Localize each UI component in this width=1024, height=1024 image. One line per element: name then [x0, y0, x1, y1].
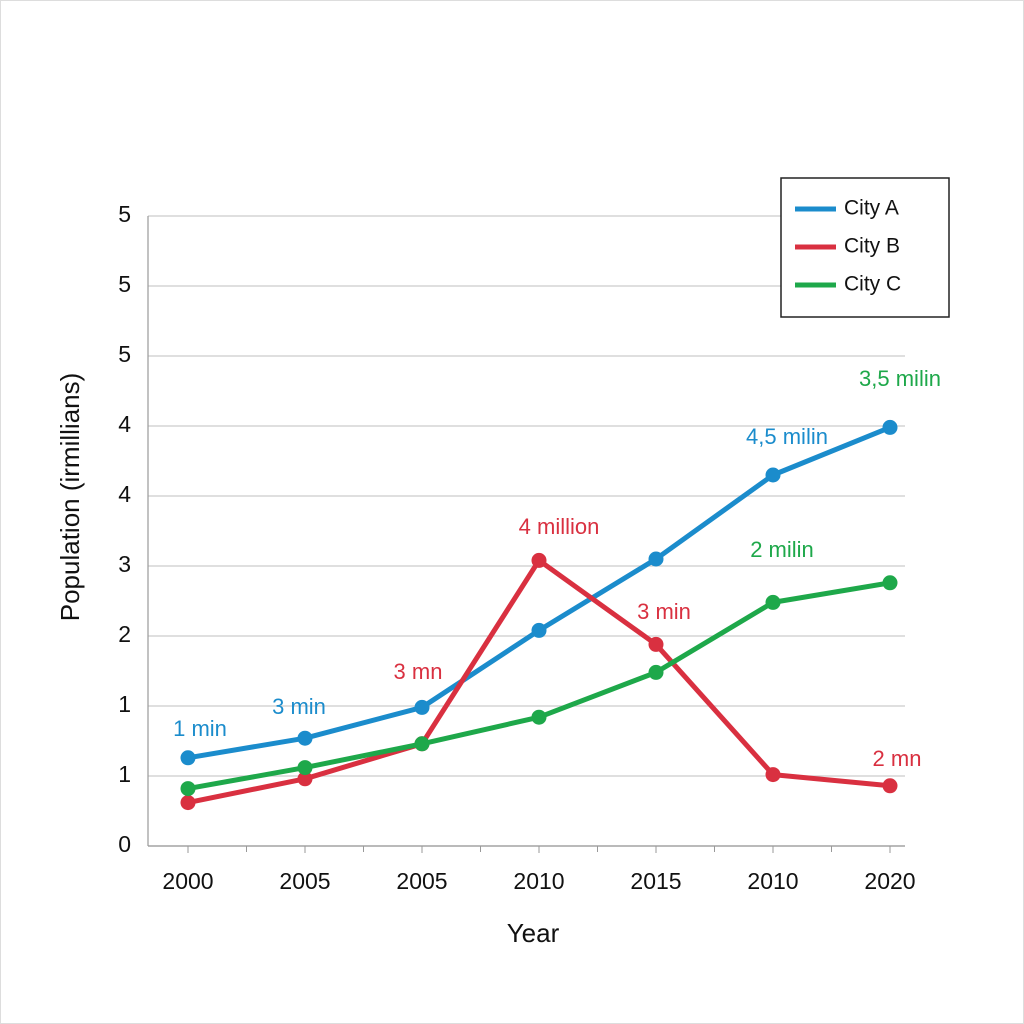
- legend-label: City B: [844, 235, 900, 258]
- annotation: 2 milin: [750, 537, 814, 562]
- data-point: [531, 622, 547, 638]
- annotation: 3,5 milin: [859, 366, 941, 391]
- data-point: [882, 575, 898, 591]
- legend-label: City A: [844, 197, 899, 220]
- data-point: [180, 750, 196, 766]
- y-tick-label: 1: [118, 691, 131, 717]
- data-point: [765, 767, 781, 783]
- annotation: 3 min: [637, 599, 691, 624]
- data-point: [297, 730, 313, 746]
- data-point: [180, 795, 196, 811]
- x-tick-label: 2005: [279, 868, 330, 894]
- x-tick-label: 2000: [162, 868, 213, 894]
- data-point: [648, 664, 664, 680]
- x-tick-label: 2010: [513, 868, 564, 894]
- data-point: [765, 467, 781, 483]
- data-point: [648, 551, 664, 567]
- annotation: 3 min: [272, 694, 326, 719]
- data-point: [882, 419, 898, 435]
- data-point: [531, 552, 547, 568]
- data-point: [297, 760, 313, 776]
- y-tick-label: 5: [118, 271, 131, 297]
- data-point: [765, 594, 781, 610]
- data-point: [882, 778, 898, 794]
- x-tick-label: 2010: [747, 868, 798, 894]
- y-tick-label: 1: [118, 761, 131, 787]
- x-axis-label: Year: [507, 918, 560, 948]
- annotation: 4 million: [519, 514, 600, 539]
- y-tick-label: 4: [118, 411, 131, 437]
- legend-label: City C: [844, 273, 901, 296]
- data-point: [297, 771, 313, 787]
- data-point: [180, 781, 196, 797]
- data-point: [414, 699, 430, 715]
- annotation: 1 min: [173, 716, 227, 741]
- x-tick-label: 2005: [396, 868, 447, 894]
- data-point: [414, 736, 430, 752]
- y-tick-label: 5: [118, 201, 131, 227]
- x-tick-label: 2015: [630, 868, 681, 894]
- y-tick-label: 4: [118, 481, 131, 507]
- y-tick-label: 5: [118, 341, 131, 367]
- data-point: [531, 709, 547, 725]
- annotation: 4,5 milin: [746, 424, 828, 449]
- y-tick-label: 3: [118, 551, 131, 577]
- y-tick-label: 0: [118, 831, 131, 857]
- y-axis-label: Population (irmillians): [55, 373, 85, 622]
- y-tick-label: 2: [118, 621, 131, 647]
- annotation: 3 mn: [394, 659, 443, 684]
- x-tick-label: 2020: [864, 868, 915, 894]
- annotation: 2 mn: [873, 746, 922, 771]
- data-point: [648, 636, 664, 652]
